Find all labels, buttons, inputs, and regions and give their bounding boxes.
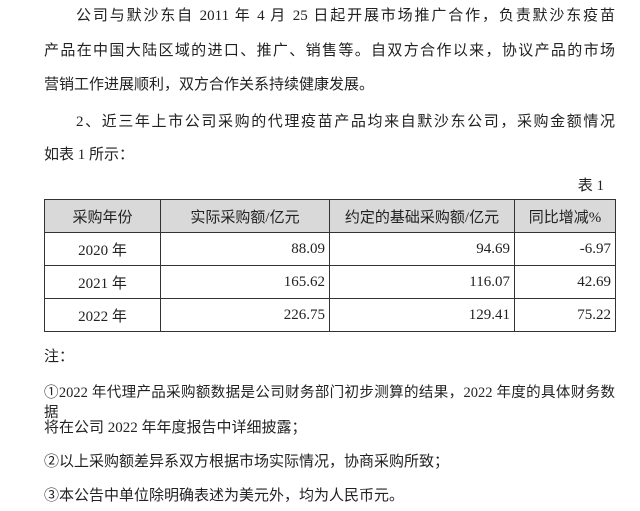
paragraph-line: 如表 1 所示： — [44, 147, 135, 163]
paragraph-line: 营销工作进展顺利，双方合作关系持续健康发展。 — [44, 77, 375, 93]
cell-base: 129.41 — [329, 298, 515, 332]
table-row: 2021 年 165.62 116.07 42.69 — [44, 265, 616, 299]
note-line: ③本公告中单位除明确表述为美元外，均为人民币元。 — [44, 488, 405, 504]
paragraph-line: 2、近三年上市公司采购的代理疫苗产品均来自默沙东公司，采购金额情况 — [76, 114, 615, 130]
header-cell: 约定的基础采购额/亿元 — [329, 199, 515, 233]
procurement-table: 采购年份 实际采购额/亿元 约定的基础采购额/亿元 同比增减% 2020 年 8… — [44, 199, 616, 332]
notes-title: 注： — [44, 349, 75, 365]
cell-yoy: 42.69 — [514, 265, 616, 299]
cell-base: 94.69 — [329, 232, 515, 266]
cell-year: 2022 年 — [44, 298, 161, 332]
note-line: ②以上采购额差异系双方根据市场实际情况，协商采购所致； — [44, 454, 450, 470]
table-row: 2020 年 88.09 94.69 -6.97 — [44, 232, 616, 266]
cell-year: 2021 年 — [44, 265, 161, 299]
cell-base: 116.07 — [329, 265, 515, 299]
table-header-row: 采购年份 实际采购额/亿元 约定的基础采购额/亿元 同比增减% — [44, 199, 616, 233]
cell-actual: 226.75 — [160, 298, 330, 332]
table-row: 2022 年 226.75 129.41 75.22 — [44, 298, 616, 332]
cell-actual: 165.62 — [160, 265, 330, 299]
note-line: 将在公司 2022 年年度报告中详细披露； — [44, 420, 307, 436]
header-cell: 同比增减% — [514, 199, 616, 233]
cell-yoy: -6.97 — [514, 232, 616, 266]
paragraph-line: 公司与默沙东自 2011 年 4 月 25 日起开展市场推广合作，负责默沙东疫苗 — [76, 8, 615, 24]
paragraph-line: 产品在中国大陆区域的进口、推广、销售等。自双方合作以来，协议产品的市场 — [44, 43, 615, 59]
cell-year: 2020 年 — [44, 232, 161, 266]
table-caption: 表 1 — [577, 178, 604, 194]
cell-actual: 88.09 — [160, 232, 330, 266]
cell-yoy: 75.22 — [514, 298, 616, 332]
header-cell: 采购年份 — [44, 199, 161, 233]
header-cell: 实际采购额/亿元 — [160, 199, 330, 233]
note-line: ①2022 年代理产品采购额数据是公司财务部门初步测算的结果，2022 年度的具… — [44, 385, 615, 421]
